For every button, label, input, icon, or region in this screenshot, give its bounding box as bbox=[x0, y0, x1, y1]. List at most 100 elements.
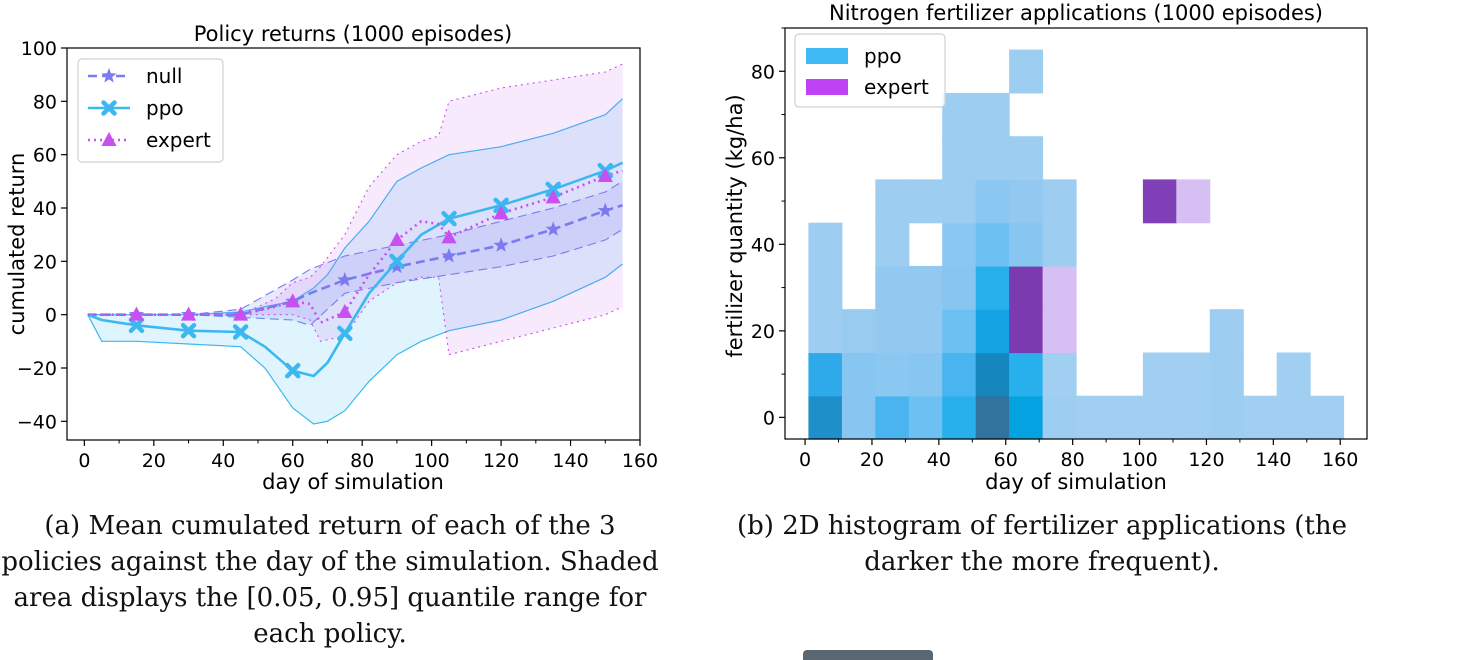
policy-returns-chart: 0 20 40 60 80 100 120 140 160−40−20020406080100 … bbox=[5, 22, 658, 494]
marker-expert bbox=[285, 293, 301, 308]
hist-cell-ppo bbox=[942, 179, 977, 224]
x-axis-label: day of simulation bbox=[262, 470, 444, 494]
hist-cell-ppo bbox=[942, 265, 977, 310]
hist-cell-ppo bbox=[908, 352, 943, 397]
marker-expert bbox=[441, 229, 457, 244]
hist-cell-ppo bbox=[1176, 352, 1211, 397]
hist-cell-ppo bbox=[1243, 395, 1278, 440]
hist-cell-ppo bbox=[975, 309, 1010, 354]
marker-ppo bbox=[284, 362, 301, 379]
hist-cell-ppo bbox=[1042, 222, 1077, 267]
hist-cell-ppo bbox=[1009, 395, 1044, 440]
series-line-expert bbox=[87, 169, 623, 325]
marker-ppo bbox=[180, 322, 197, 339]
y-tick-label: 0 bbox=[45, 305, 57, 327]
marker-expert bbox=[180, 306, 197, 321]
hist-cell-ppo bbox=[808, 352, 843, 397]
hist-cell-ppo bbox=[975, 352, 1010, 397]
x-tick-label: 120 bbox=[1188, 449, 1224, 471]
caption-line: each policy. bbox=[253, 619, 407, 649]
axes: 0 20 40 60 80 100 120 140 160 −40 −20 0 20 40 60 80 100 bbox=[17, 38, 658, 472]
caption-line: area displays the [0.05, 0.95] quantile … bbox=[13, 583, 647, 613]
fertilizer-histogram-chart: 0 20 40 60 80 100 120 140 160 0 20 40 60 80 Nitrogen … bbox=[723, 1, 1368, 494]
hist-cell-ppo bbox=[808, 265, 843, 310]
hist-cell-ppo bbox=[942, 92, 977, 137]
marker-ppo bbox=[441, 210, 457, 227]
hist-cell-ppo bbox=[841, 309, 876, 354]
x-tick-label: 160 bbox=[1322, 449, 1358, 471]
legend-marker-ppo bbox=[101, 100, 117, 116]
hist-cell-ppo bbox=[1276, 352, 1311, 397]
hist-cell-ppo bbox=[1009, 49, 1044, 94]
y-tick-label: 60 bbox=[751, 148, 775, 170]
hist-cell-ppo bbox=[875, 309, 910, 354]
legend-box bbox=[77, 58, 224, 163]
hist-cell-ppo bbox=[975, 136, 1010, 181]
x-tick-label: 100 bbox=[414, 450, 450, 472]
chart-title: Policy returns (1000 episodes) bbox=[194, 22, 512, 46]
hist-cell-ppo bbox=[1109, 395, 1144, 440]
band-ppo bbox=[87, 98, 623, 424]
x-tick-label: 60 bbox=[281, 450, 305, 472]
y-tick-label: −40 bbox=[17, 411, 57, 433]
hist-cell-ppo bbox=[1009, 179, 1044, 224]
x-axis-label: day of simulation bbox=[985, 470, 1167, 494]
hist-cell-expert bbox=[1142, 179, 1177, 224]
y-tick-label: 100 bbox=[21, 38, 57, 60]
y-tick-label: 40 bbox=[33, 198, 57, 220]
hist-cell-ppo bbox=[975, 265, 1010, 310]
series-line-ppo bbox=[87, 161, 624, 378]
marker-null bbox=[597, 202, 613, 218]
caption-a: (a) Mean cumulated return of each of the… bbox=[0, 508, 660, 652]
legend: ppo expert bbox=[794, 33, 946, 108]
hist-cell-ppo bbox=[942, 309, 977, 354]
marker-null bbox=[389, 258, 405, 274]
hist-cell-ppo bbox=[1042, 309, 1077, 354]
band-lower-ppo bbox=[87, 263, 623, 425]
x-tick-label: 40 bbox=[211, 450, 235, 472]
hist-cell-expert bbox=[1176, 179, 1211, 224]
hist-cell-ppo bbox=[1310, 395, 1345, 440]
hist-cell-ppo bbox=[1209, 352, 1244, 397]
marker-ppo bbox=[545, 181, 561, 198]
hist-cell-ppo bbox=[1009, 136, 1044, 181]
y-tick-label: 20 bbox=[33, 251, 57, 273]
legend-label-expert: expert bbox=[146, 128, 211, 152]
x-tick-label: 80 bbox=[350, 450, 374, 472]
chart-title: Nitrogen fertilizer applications (1000 e… bbox=[829, 1, 1323, 25]
hist-cell-ppo bbox=[975, 92, 1010, 137]
band-null bbox=[87, 181, 623, 326]
axes: 0 20 40 60 80 100 120 140 160 0 20 40 60 80 bbox=[751, 27, 1358, 471]
hist-cell-ppo bbox=[875, 395, 910, 440]
hist-cell-ppo bbox=[808, 309, 843, 354]
marker-ppo bbox=[128, 317, 145, 334]
hist-cell-ppo bbox=[942, 222, 977, 267]
hist-cell-ppo bbox=[975, 222, 1010, 267]
hist-cell-ppo bbox=[1209, 395, 1244, 440]
hist-cell-ppo bbox=[942, 136, 977, 181]
x-tick-label: 160 bbox=[622, 450, 658, 472]
x-tick-label: 20 bbox=[860, 449, 884, 471]
hist-cell-ppo bbox=[942, 352, 977, 397]
hist-cell-ppo bbox=[908, 309, 943, 354]
x-tick-label: 0 bbox=[78, 450, 90, 472]
plot-frame bbox=[784, 27, 1368, 440]
y-tick-label: 80 bbox=[751, 61, 775, 83]
marker-expert bbox=[337, 304, 353, 318]
legend-swatch-ppo bbox=[806, 48, 848, 64]
x-tick-label: 80 bbox=[1061, 449, 1085, 471]
x-tick-label: 140 bbox=[552, 450, 588, 472]
marker-ppo bbox=[232, 324, 249, 340]
marker-expert bbox=[597, 168, 613, 182]
hist-cell-ppo bbox=[908, 395, 943, 440]
marker-expert bbox=[128, 306, 145, 321]
page-tab bbox=[803, 650, 933, 660]
caption-line: (a) Mean cumulated return of each of the… bbox=[44, 511, 616, 541]
marker-expert bbox=[389, 232, 405, 246]
x-tick-label: 120 bbox=[483, 450, 519, 472]
marker-expert bbox=[233, 306, 249, 321]
marker-ppo bbox=[337, 325, 353, 342]
legend-label-null: null bbox=[146, 64, 182, 88]
hist-cell-ppo bbox=[1042, 352, 1077, 397]
hist-cell-ppo bbox=[908, 265, 943, 310]
